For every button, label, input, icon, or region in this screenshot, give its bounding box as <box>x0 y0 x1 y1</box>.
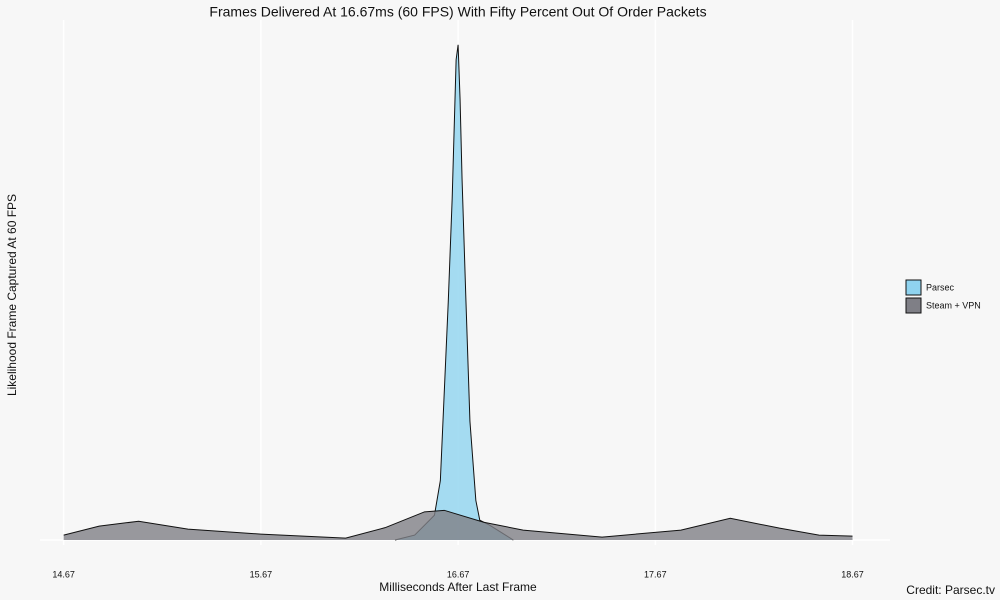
x-tick-label: 16.67 <box>447 569 470 579</box>
x-tick-label: 15.67 <box>250 569 273 579</box>
x-tick-label: 17.67 <box>644 569 667 579</box>
x-tick-label: 14.67 <box>52 569 75 579</box>
legend-label: Parsec <box>926 282 955 292</box>
credit: Credit: Parsec.tv <box>906 583 995 597</box>
chart-title: Frames Delivered At 16.67ms (60 FPS) Wit… <box>209 4 706 20</box>
legend-swatch <box>905 297 922 314</box>
legend-swatch <box>905 279 922 296</box>
area-line <box>63 509 853 539</box>
y-axis-label: Likelihood Frame Captured At 60 FPS <box>5 194 19 396</box>
x-axis-label: Milliseconds After Last Frame <box>379 580 537 594</box>
x-tick-label: 18.67 <box>841 569 864 579</box>
area-fill <box>394 44 514 541</box>
legend-label: Steam + VPN <box>926 300 981 310</box>
